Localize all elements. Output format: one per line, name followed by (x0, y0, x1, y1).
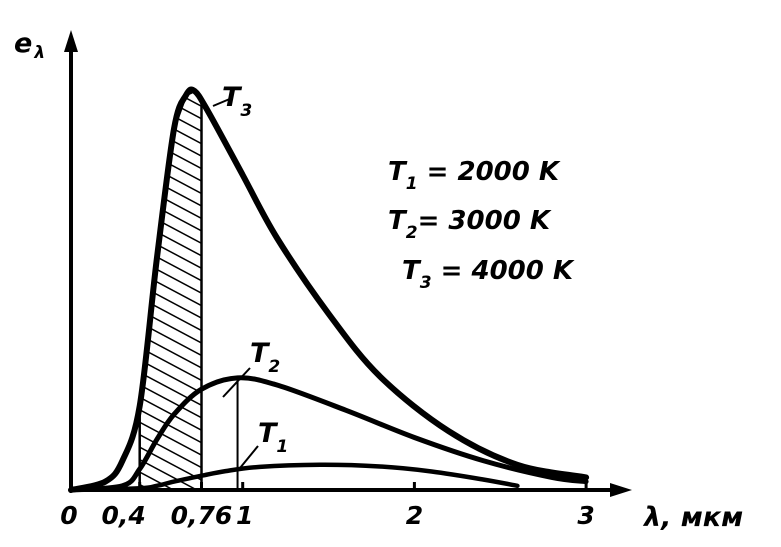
curve-t3 (68, 86, 590, 493)
x-tick-label: 2 (406, 501, 423, 530)
legend-entry-t2: T2= 3000 K (388, 206, 552, 243)
y-axis-arrow-icon (64, 30, 78, 52)
legend-entry-t3: T3 = 4000 K (402, 256, 575, 293)
curve-label-t2: T2 (222, 338, 280, 398)
axes (64, 30, 632, 497)
svg-text:T1: T1 (258, 418, 288, 457)
x-axis-label: λ, мкм (642, 502, 743, 533)
x-tick-label: 0,4 (102, 501, 146, 530)
svg-text:T3: T3 (222, 82, 252, 121)
x-tick-label: 0 (60, 501, 77, 530)
x-tick-label: 3 (577, 501, 594, 530)
svg-text:T2: T2 (250, 338, 280, 377)
curve-label-t3: T3 (212, 82, 252, 121)
legend: T1 = 2000 K T2= 3000 K T3 = 4000 K (388, 157, 575, 293)
x-tick-label: 0,76 (171, 501, 233, 530)
x-tick-label: 1 (236, 501, 253, 530)
x-ticks: 0 0,4 0,76 1 2 3 (60, 482, 595, 530)
legend-entry-t1: T1 = 2000 K (388, 157, 561, 194)
curve-label-t1: T1 (239, 418, 288, 469)
x-axis-arrow-icon (610, 483, 632, 497)
